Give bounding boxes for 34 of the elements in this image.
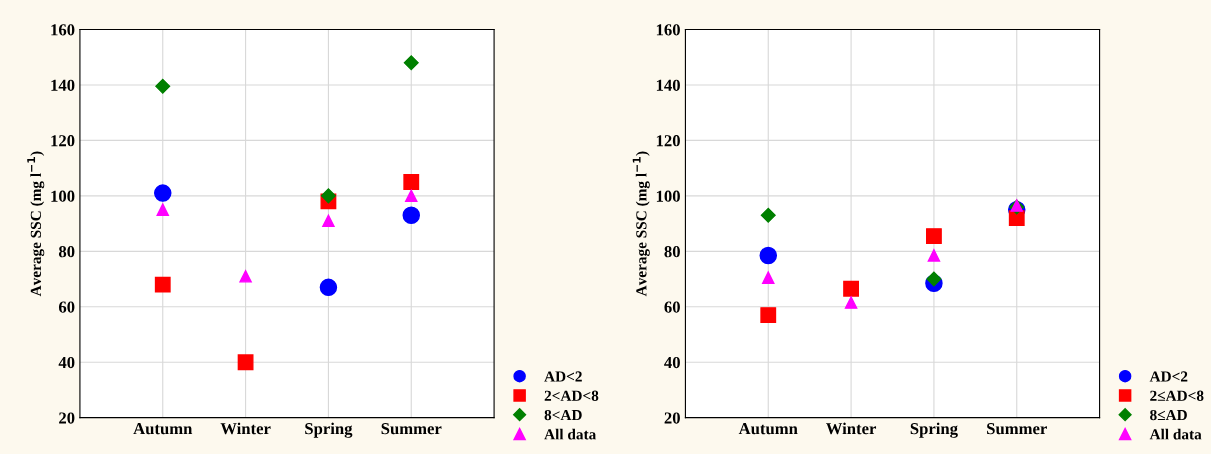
y-tick-label: 20 bbox=[664, 412, 680, 424]
x-tick-label: Winter bbox=[826, 422, 877, 435]
legend-label: All data bbox=[544, 428, 597, 440]
y-tick-label: 140 bbox=[51, 79, 75, 91]
y-tick-label: 40 bbox=[664, 356, 680, 369]
x-tick-label: Autumn bbox=[133, 423, 193, 435]
x-tick-label: Winter bbox=[220, 422, 271, 435]
legend-label: AD<2 bbox=[1149, 371, 1188, 382]
y-tick-label: 120 bbox=[51, 135, 75, 147]
y-tick-label: 40 bbox=[58, 356, 75, 369]
y-tick-label: 160 bbox=[51, 24, 75, 36]
y-tick-label: 120 bbox=[656, 135, 680, 147]
y-axis-title: Average SSC (mg l$^{−1}$) bbox=[632, 151, 650, 297]
y-tick-label: 100 bbox=[656, 190, 680, 202]
x-tick-label: Summer bbox=[381, 423, 442, 435]
legend-label: 8≤AD bbox=[1150, 409, 1187, 421]
y-tick-label: 20 bbox=[59, 412, 75, 424]
y-tick-label: 60 bbox=[58, 301, 75, 313]
y-tick-label: 60 bbox=[664, 301, 680, 313]
legend-label: 2<AD<8 bbox=[544, 390, 599, 401]
y-tick-label: 140 bbox=[656, 79, 680, 91]
x-tick-label: Spring bbox=[305, 422, 353, 438]
x-tick-label: Autumn bbox=[738, 423, 798, 435]
y-tick-label: 160 bbox=[656, 24, 680, 36]
y-tick-label: 80 bbox=[58, 246, 75, 258]
y-tick-label: 80 bbox=[664, 246, 680, 258]
y-tick-label: 100 bbox=[51, 190, 75, 202]
y-axis-title: Average SSC (mg l$^{−1}$) bbox=[27, 151, 45, 297]
legend-label: All data bbox=[1149, 428, 1202, 440]
legend-label: 8<AD bbox=[544, 409, 582, 421]
legend-label: 2≤AD<8 bbox=[1150, 390, 1204, 401]
x-tick-label: Spring bbox=[910, 422, 958, 438]
x-tick-label: Summer bbox=[987, 423, 1047, 435]
legend-label: AD<2 bbox=[544, 371, 582, 382]
